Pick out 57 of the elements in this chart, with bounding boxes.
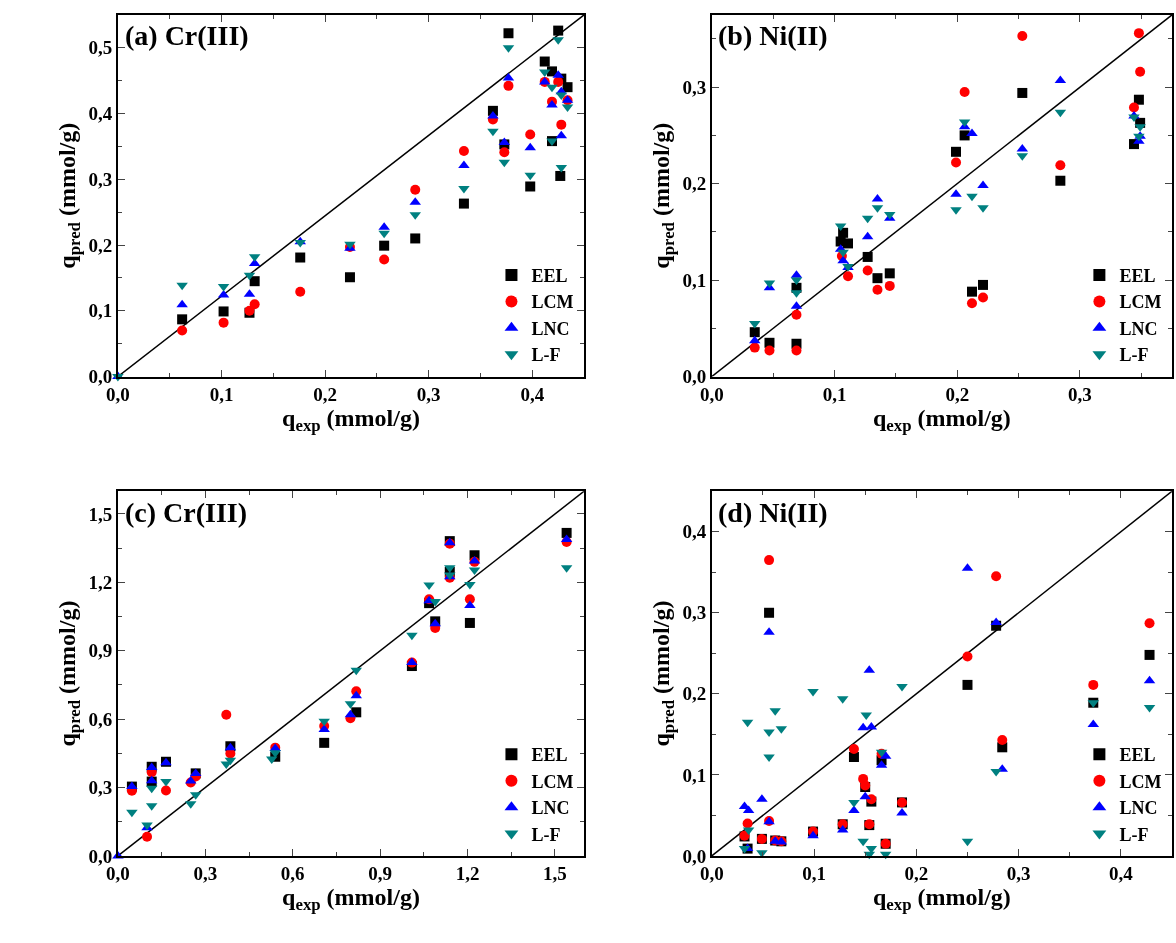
x-tick-label: 0,3 bbox=[1068, 384, 1092, 406]
y-tick-label: 0,3 bbox=[88, 168, 113, 190]
x-tick-label: 0,4 bbox=[520, 384, 545, 406]
x-tick-label: 0,2 bbox=[904, 863, 929, 885]
y-tick-label: 0,1 bbox=[88, 300, 113, 322]
legend-label: LCM bbox=[531, 292, 574, 313]
x-tick-label: 0,4 bbox=[1109, 863, 1134, 885]
y-tick-label: 0,2 bbox=[88, 234, 113, 256]
y-tick-label: 1,2 bbox=[88, 572, 113, 594]
y-tick-label: 0,2 bbox=[682, 173, 707, 195]
legend-label: LNC bbox=[531, 318, 570, 339]
chart-title: (b) Ni(II) bbox=[718, 20, 828, 51]
y-tick-label: 0,5 bbox=[88, 37, 113, 59]
legend-label: L-F bbox=[1119, 824, 1149, 845]
x-tick-label: 0,1 bbox=[822, 384, 847, 406]
legend-label: L-F bbox=[1119, 345, 1149, 366]
legend-label: EEL bbox=[531, 266, 568, 287]
y-tick-label: 0,3 bbox=[88, 777, 113, 799]
legend-label: EEL bbox=[1119, 266, 1156, 287]
x-tick-label: 0,9 bbox=[368, 863, 393, 885]
legend-label: LCM bbox=[531, 771, 574, 792]
x-axis-title: q$_{exp}$ (mmol/g) bbox=[872, 405, 1011, 436]
legend-label: EEL bbox=[531, 745, 568, 766]
legend-label: L-F bbox=[531, 824, 561, 845]
legend-label: LNC bbox=[1119, 318, 1158, 339]
y-tick-label: 0,4 bbox=[88, 103, 113, 125]
x-tick-label: 1,5 bbox=[543, 863, 567, 885]
x-tick-label: 1,2 bbox=[455, 863, 480, 885]
legend-label: LNC bbox=[1119, 798, 1158, 819]
y-tick-label: 0,1 bbox=[682, 764, 707, 786]
chart-title: (c) Cr(III) bbox=[125, 497, 248, 528]
x-axis-title: q$_{exp}$ (mmol/g) bbox=[282, 405, 420, 436]
legend-label: LCM bbox=[1119, 771, 1162, 792]
x-tick-label: 0,3 bbox=[1006, 863, 1031, 885]
x-tick-label: 0,6 bbox=[280, 863, 305, 885]
y-tick-label: 0,9 bbox=[88, 640, 113, 662]
x-tick-label: 0,2 bbox=[313, 384, 337, 406]
legend-label: L-F bbox=[531, 345, 561, 366]
chart-title: (d) Ni(II) bbox=[718, 497, 828, 528]
y-tick-label: 1,5 bbox=[88, 503, 113, 525]
legend-label: LNC bbox=[531, 798, 570, 819]
y-tick-label: 0,3 bbox=[682, 602, 707, 624]
y-tick-label: 0,6 bbox=[88, 708, 113, 730]
x-axis-title: q$_{exp}$ (mmol/g) bbox=[282, 884, 420, 915]
x-tick-label: 0,3 bbox=[193, 863, 218, 885]
x-tick-label: 0,3 bbox=[416, 384, 441, 406]
legend-label: EEL bbox=[1119, 745, 1156, 766]
x-axis-title: q$_{exp}$ (mmol/g) bbox=[872, 884, 1011, 915]
y-tick-label: 0,3 bbox=[682, 76, 707, 98]
x-tick-label: 0,1 bbox=[802, 863, 826, 885]
y-tick-label: 0,2 bbox=[682, 683, 707, 705]
x-tick-label: 0,2 bbox=[945, 384, 970, 406]
y-tick-label: 0,4 bbox=[682, 521, 707, 543]
legend-label: LCM bbox=[1119, 292, 1162, 313]
x-tick-label: 0,1 bbox=[209, 384, 234, 406]
y-tick-label: 0,1 bbox=[682, 269, 707, 291]
chart-title: (a) Cr(III) bbox=[125, 20, 249, 51]
